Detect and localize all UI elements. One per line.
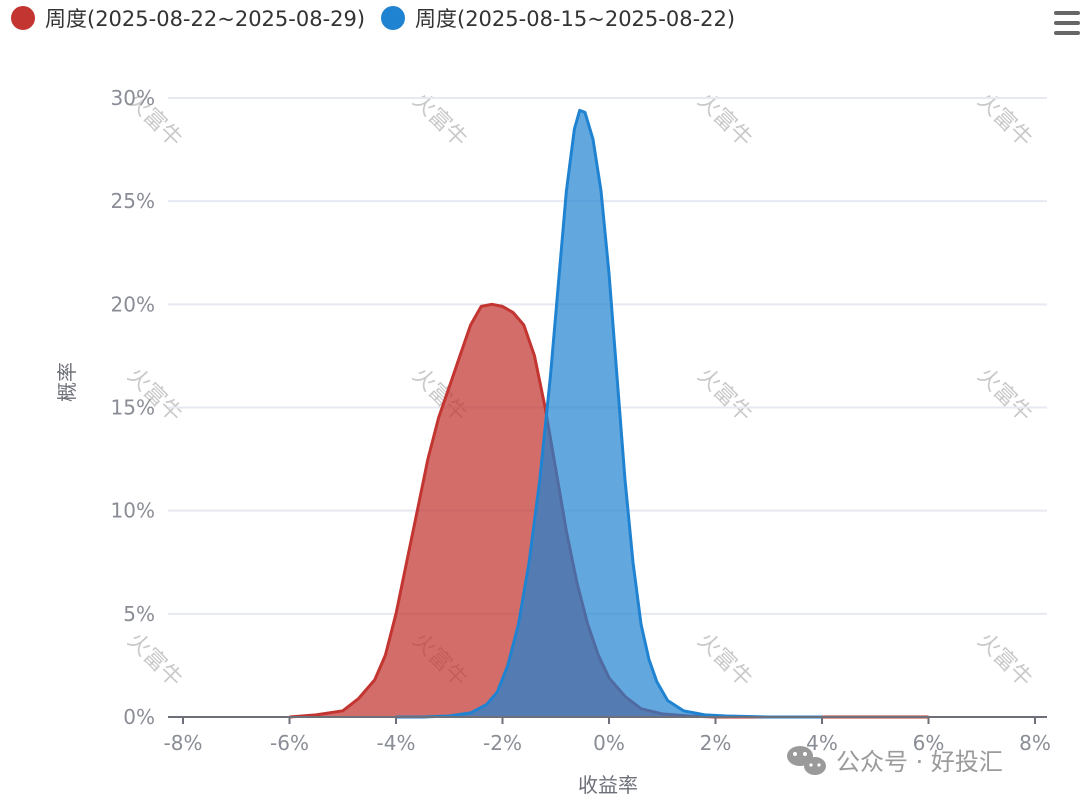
x-axis-title: 收益率	[578, 773, 638, 797]
legend-label-series-1: 周度(2025-08-22~2025-08-29)	[45, 7, 365, 31]
x-tick-label: -6%	[270, 731, 309, 755]
legend-marker-series-1	[11, 6, 35, 30]
x-tick-label: -8%	[164, 731, 203, 755]
x-tick-label: 8%	[1019, 731, 1051, 755]
y-tick-label: 5%	[123, 602, 155, 626]
y-axis-title: 概率	[55, 362, 79, 402]
y-tick-label: 20%	[111, 292, 155, 316]
x-tick-label: 4%	[806, 731, 838, 755]
x-tick-label: -4%	[377, 731, 416, 755]
y-tick-label: 30%	[111, 86, 155, 110]
legend: 周度(2025-08-22~2025-08-29) 周度(2025-08-15~…	[11, 6, 735, 31]
watermark-text: 火富牛	[972, 363, 1036, 427]
x-tick-label: 2%	[700, 731, 732, 755]
y-tick-label: 0%	[123, 705, 155, 729]
series-area-1	[289, 304, 929, 717]
axes: 0% 5% 10% 15% 20% 25% 30% -8% -6% -4% -2% 0% 2% 4% 6% 8…	[111, 86, 1051, 755]
x-tick-label: 6%	[913, 731, 945, 755]
watermark-text: 火富牛	[692, 363, 756, 427]
watermark-text: 火富牛	[122, 628, 186, 692]
legend-label-series-2: 周度(2025-08-15~2025-08-22)	[415, 7, 735, 31]
series-area-2	[396, 110, 822, 717]
legend-item-series-2[interactable]: 周度(2025-08-15~2025-08-22)	[381, 6, 735, 31]
series-layer	[289, 108, 929, 719]
y-tick-label: 10%	[111, 499, 155, 523]
wechat-account-name: 公众号 · 好投汇	[836, 748, 1003, 776]
series-line-2	[396, 108, 822, 719]
wechat-watermark: 公众号 · 好投汇	[787, 746, 1003, 776]
watermark-text: 火富牛	[692, 628, 756, 692]
y-tick-label: 15%	[111, 396, 155, 420]
x-tick-label: -2%	[483, 731, 522, 755]
y-tick-label: 25%	[111, 189, 155, 213]
x-tick-label: 0%	[593, 731, 625, 755]
legend-marker-series-2	[381, 6, 405, 30]
watermark-text: 火富牛	[972, 628, 1036, 692]
legend-item-series-1[interactable]: 周度(2025-08-22~2025-08-29)	[11, 6, 365, 31]
wechat-icon	[787, 746, 826, 775]
hamburger-menu-icon[interactable]	[1054, 11, 1080, 35]
